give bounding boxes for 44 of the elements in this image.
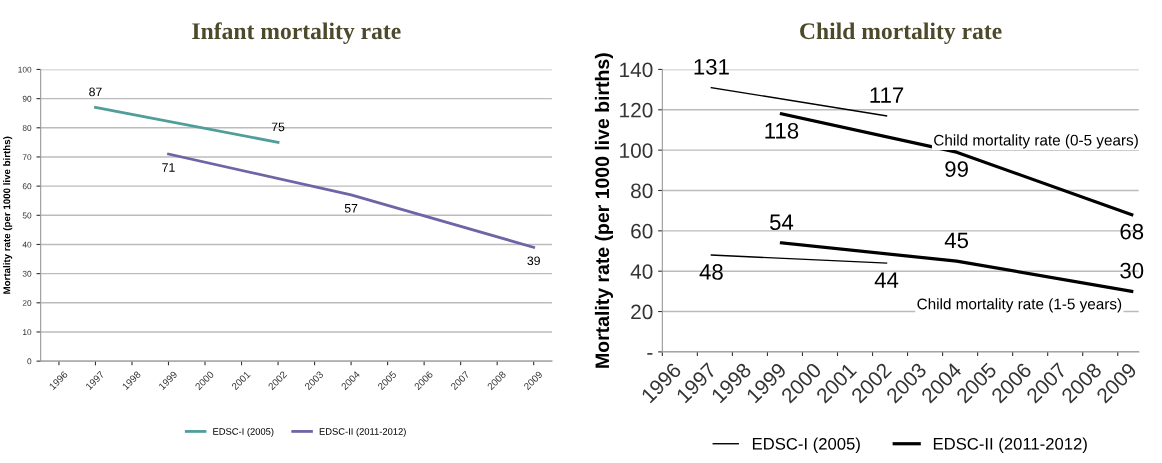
y-tick-label: 100	[620, 143, 653, 158]
chart-title: Infant mortality rate	[192, 22, 401, 44]
data-label: 131	[694, 59, 729, 75]
data-label: 45	[944, 232, 969, 249]
y-tick-label: -	[647, 353, 653, 355]
data-label: 117	[870, 87, 904, 103]
y-tick-label: 20	[22, 300, 32, 306]
data-label: 39	[527, 256, 540, 266]
data-label: 75	[271, 122, 285, 132]
data-label: 57	[344, 204, 358, 213]
data-label: 48	[699, 264, 723, 280]
data-label: 44	[874, 272, 899, 288]
annotation: Child mortality rate (1-5 years)	[917, 298, 1122, 313]
y-tick-label: 70	[22, 154, 32, 161]
y-tick-label: 80	[22, 124, 32, 131]
legend-label: EDSC-I (2005)	[213, 427, 274, 437]
y-tick-label: 100	[18, 66, 32, 73]
y-tick-label: 80	[631, 183, 653, 199]
legend-label: EDSC-II (2011-2012)	[319, 427, 406, 437]
chart-title: Child mortality rate	[800, 22, 1002, 44]
y-tick-label: 20	[631, 304, 653, 320]
annotation: Child mortality rate (0-5 years)	[934, 134, 1138, 149]
y-tick-label: 10	[23, 329, 32, 336]
y-tick-label: 60	[22, 183, 32, 190]
data-label: 118	[765, 122, 799, 139]
data-label: 68	[1120, 223, 1144, 240]
y-axis-title: Mortality rate (per 1000 live births)	[594, 53, 613, 368]
y-axis-title: Mortality rate (per 1000 live births)	[3, 136, 13, 294]
y-tick-label: 30	[22, 270, 32, 277]
data-label: 71	[162, 163, 175, 172]
legend-label: EDSC-I (2005)	[752, 437, 860, 454]
data-label: 54	[769, 214, 794, 231]
y-tick-label: 120	[620, 102, 653, 118]
y-tick-label: 40	[630, 264, 653, 279]
data-label: 99	[945, 161, 968, 177]
y-tick-label: 50	[22, 212, 32, 219]
y-tick-label: 60	[631, 223, 653, 239]
data-label: 30	[1120, 262, 1144, 279]
y-tick-label: 40	[22, 241, 32, 248]
data-label: 87	[89, 87, 102, 97]
y-tick-label: 140	[620, 62, 653, 78]
y-tick-label: 90	[22, 95, 32, 102]
y-tick-label: 0	[27, 358, 32, 365]
legend-label: EDSC-II (2011-2012)	[933, 437, 1087, 454]
